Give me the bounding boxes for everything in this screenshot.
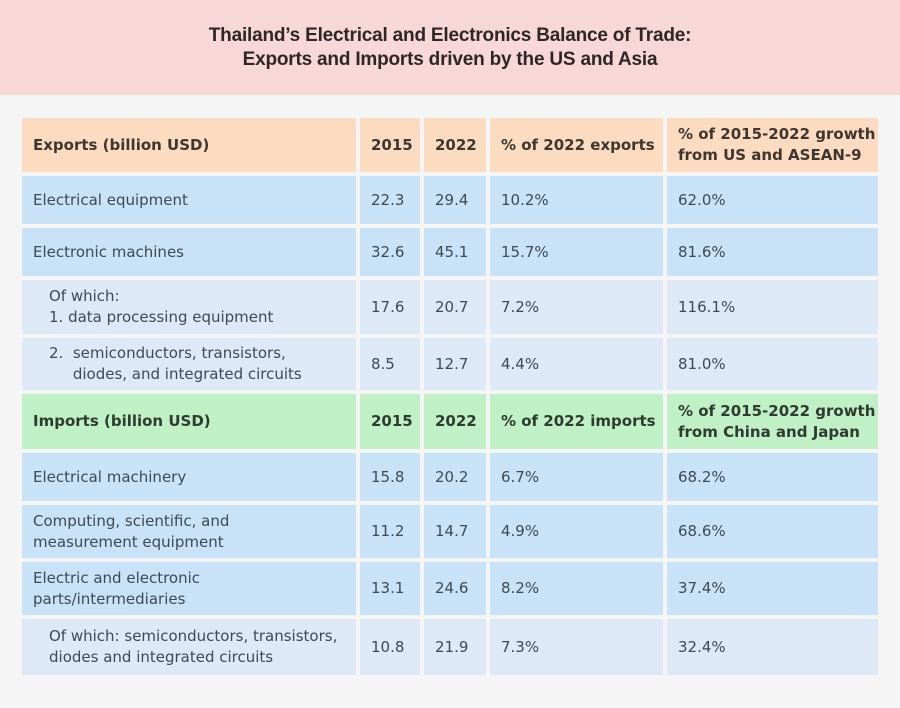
header-2022: 2022 xyxy=(424,118,486,172)
header-growth-line1: % of 2015-2022 growth xyxy=(678,401,876,420)
row-label: Electrical equipment xyxy=(22,176,356,224)
table-row-sub: 2. semiconductors, transistors, diodes, … xyxy=(22,338,878,390)
value-share: 6.7% xyxy=(490,453,663,501)
trade-table: Exports (billion USD) 2015 2022 % of 202… xyxy=(22,118,878,679)
row-label-line1: Electric and electronic xyxy=(33,568,201,587)
value-2015: 11.2 xyxy=(360,505,420,558)
value-2015: 13.1 xyxy=(360,562,420,615)
value-share: 7.3% xyxy=(490,619,663,675)
value-2015: 22.3 xyxy=(360,176,420,224)
title-line-2: Exports and Imports driven by the US and… xyxy=(242,48,658,70)
table-row-sub: Of which: semiconductors, transistors, d… xyxy=(22,619,878,675)
imports-header-row: Imports (billion USD) 2015 2022 % of 202… xyxy=(22,394,878,449)
value-growth: 68.6% xyxy=(667,505,878,558)
value-share: 10.2% xyxy=(490,176,663,224)
header-2015: 2015 xyxy=(360,394,420,449)
row-label: Electronic machines xyxy=(22,228,356,276)
header-growth: % of 2015-2022 growth from US and ASEAN-… xyxy=(667,118,878,172)
row-label-line2: measurement equipment xyxy=(33,532,224,551)
title-band: Thailand’s Electrical and Electronics Ba… xyxy=(0,0,900,95)
table-row: Electrical machinery 15.8 20.2 6.7% 68.2… xyxy=(22,453,878,501)
header-growth-line2: from US and ASEAN-9 xyxy=(678,146,862,164)
table-row: Electronic machines 32.6 45.1 15.7% 81.6… xyxy=(22,228,878,276)
table-row: Electric and electronic parts/intermedia… xyxy=(22,562,878,615)
value-growth: 32.4% xyxy=(667,619,878,675)
value-growth: 116.1% xyxy=(667,280,878,334)
header-share: % of 2022 exports xyxy=(490,118,663,172)
value-2015: 10.8 xyxy=(360,619,420,675)
value-2015: 8.5 xyxy=(360,338,420,390)
value-growth: 37.4% xyxy=(667,562,878,615)
value-2022: 29.4 xyxy=(424,176,486,224)
row-label: Of which: semiconductors, transistors, d… xyxy=(22,619,356,675)
row-label-line2: diodes and integrated circuits xyxy=(49,648,274,666)
value-share: 8.2% xyxy=(490,562,663,615)
value-2022: 14.7 xyxy=(424,505,486,558)
exports-header-label: Exports (billion USD) xyxy=(22,118,356,172)
value-2022: 12.7 xyxy=(424,338,486,390)
header-share: % of 2022 imports xyxy=(490,394,663,449)
value-2022: 20.7 xyxy=(424,280,486,334)
value-growth: 68.2% xyxy=(667,453,878,501)
value-share: 7.2% xyxy=(490,280,663,334)
value-2022: 21.9 xyxy=(424,619,486,675)
table-row: Electrical equipment 22.3 29.4 10.2% 62.… xyxy=(22,176,878,224)
row-label: Computing, scientific, and measurement e… xyxy=(22,505,356,558)
exports-header-row: Exports (billion USD) 2015 2022 % of 202… xyxy=(22,118,878,172)
row-label-line2: diodes, and integrated circuits xyxy=(49,365,302,383)
value-share: 4.9% xyxy=(490,505,663,558)
row-label-line1: Of which: xyxy=(49,287,120,305)
row-label: Electrical machinery xyxy=(22,453,356,501)
row-label-line2: parts/intermediaries xyxy=(33,589,186,608)
header-growth-line1: % of 2015-2022 growth xyxy=(678,125,876,143)
value-2015: 15.8 xyxy=(360,453,420,501)
row-label-line1: 2. semiconductors, transistors, xyxy=(49,344,286,362)
value-2022: 24.6 xyxy=(424,562,486,615)
value-2015: 17.6 xyxy=(360,280,420,334)
imports-header-label: Imports (billion USD) xyxy=(22,394,356,449)
header-2015: 2015 xyxy=(360,118,420,172)
value-share: 15.7% xyxy=(490,228,663,276)
header-2022: 2022 xyxy=(424,394,486,449)
value-2022: 20.2 xyxy=(424,453,486,501)
value-growth: 81.0% xyxy=(667,338,878,390)
value-2015: 32.6 xyxy=(360,228,420,276)
row-label-line1: Computing, scientific, and xyxy=(33,511,230,530)
row-label-line2: 1. data processing equipment xyxy=(49,308,274,326)
header-growth: % of 2015-2022 growth from China and Jap… xyxy=(667,394,878,449)
title-line-1: Thailand’s Electrical and Electronics Ba… xyxy=(208,24,692,46)
row-label: Electric and electronic parts/intermedia… xyxy=(22,562,356,615)
value-share: 4.4% xyxy=(490,338,663,390)
row-label: Of which: 1. data processing equipment xyxy=(22,280,356,334)
header-growth-line2: from China and Japan xyxy=(678,422,860,441)
table-row: Computing, scientific, and measurement e… xyxy=(22,505,878,558)
row-label: 2. semiconductors, transistors, diodes, … xyxy=(22,338,356,390)
row-label-line1: Of which: semiconductors, transistors, xyxy=(49,627,338,645)
table-row-sub: Of which: 1. data processing equipment 1… xyxy=(22,280,878,334)
value-growth: 62.0% xyxy=(667,176,878,224)
value-2022: 45.1 xyxy=(424,228,486,276)
value-growth: 81.6% xyxy=(667,228,878,276)
